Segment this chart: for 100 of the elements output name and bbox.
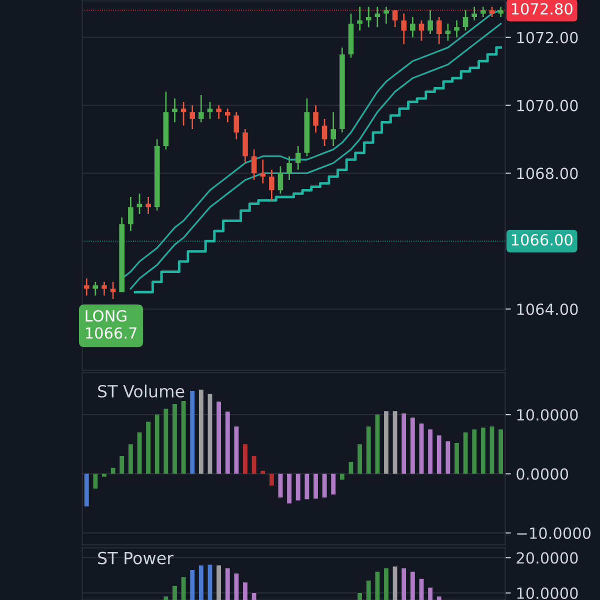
- bar: [331, 474, 336, 494]
- bar: [120, 456, 124, 474]
- bar: [164, 408, 168, 474]
- ref-line-label: 1066.00: [512, 234, 572, 246]
- candlestick: [498, 6, 504, 18]
- bar: [314, 474, 318, 499]
- candlestick: [180, 101, 186, 126]
- chart-title: ST Power: [98, 552, 174, 564]
- candlestick: [313, 104, 318, 134]
- candlestick: [242, 128, 248, 164]
- bar: [490, 426, 494, 474]
- y-tick-label: 10.0000: [517, 409, 578, 421]
- candlestick: [216, 104, 222, 120]
- candlestick: [436, 16, 442, 45]
- candlestick: [251, 148, 257, 181]
- candlestick: [128, 196, 134, 232]
- candlestick: [401, 12, 406, 45]
- bar: [463, 432, 468, 474]
- bar: [322, 474, 327, 498]
- candlestick: [278, 166, 284, 194]
- bar: [146, 422, 150, 474]
- candlestick: [207, 101, 213, 120]
- bar: [296, 474, 300, 500]
- bar: [375, 414, 380, 474]
- bar: [172, 404, 177, 474]
- bar: [128, 444, 133, 474]
- candlestick: [357, 6, 362, 32]
- bar: [384, 411, 388, 474]
- bar: [392, 411, 398, 474]
- bar: [402, 413, 406, 474]
- bar: [419, 423, 424, 474]
- bar: [110, 468, 116, 474]
- bar: [225, 412, 230, 474]
- candlestick: [428, 9, 433, 35]
- candlestick: [110, 281, 116, 300]
- candlestick: [172, 98, 178, 123]
- candlestick: [260, 158, 266, 184]
- y-tick-label: 1070.00: [517, 100, 578, 112]
- bar: [208, 394, 212, 474]
- candlestick: [462, 9, 468, 32]
- candlestick: [472, 6, 477, 22]
- bar: [428, 429, 432, 474]
- bar: [190, 390, 195, 474]
- candlestick: [366, 6, 372, 28]
- y-tick-label: 1064.00: [517, 304, 578, 316]
- y-tick-label: 0.0000: [516, 468, 568, 480]
- candlestick: [454, 20, 460, 38]
- candlestick: [410, 16, 416, 38]
- candlestick: [286, 156, 292, 181]
- bar: [269, 474, 274, 486]
- candlestick: [198, 94, 204, 123]
- bar: [84, 474, 89, 506]
- bar: [278, 474, 283, 498]
- bar: [216, 402, 221, 474]
- candlestick: [322, 118, 328, 147]
- candlestick: [445, 23, 451, 42]
- bar: [348, 462, 354, 474]
- candlestick: [269, 169, 274, 202]
- candlestick: [146, 196, 151, 215]
- bar: [287, 474, 292, 504]
- bar: [358, 444, 362, 474]
- candlestick: [374, 6, 380, 28]
- y-tick-label: 1072.00: [517, 32, 578, 44]
- candlestick: [489, 6, 495, 18]
- bar: [454, 443, 459, 474]
- bar: [410, 418, 415, 474]
- bar: [181, 401, 186, 474]
- bar: [480, 428, 486, 474]
- bar: [243, 444, 248, 474]
- bar: [198, 390, 204, 474]
- candlestick: [330, 111, 336, 147]
- bar: [366, 426, 371, 474]
- candlestick: [84, 278, 90, 296]
- candlestick: [102, 281, 107, 296]
- bar: [234, 426, 239, 474]
- candlestick: [234, 111, 240, 140]
- ref-line-label: 1072.80: [512, 3, 572, 15]
- candlestick: [384, 6, 389, 24]
- bar: [137, 432, 142, 474]
- y-tick-label: −10.0000: [517, 527, 591, 539]
- candlestick: [224, 108, 230, 123]
- bar: [93, 474, 98, 489]
- candlestick: [392, 9, 398, 28]
- text: ST Volume: [98, 384, 184, 398]
- bar: [472, 429, 477, 474]
- y-tick-label: 1068.00: [517, 168, 578, 180]
- bar: [340, 474, 344, 480]
- bar: [446, 441, 450, 474]
- annotation: LONG 1066.7: [86, 310, 136, 339]
- candlestick: [418, 20, 424, 42]
- bar: [436, 435, 442, 474]
- y-tick-label: 20.0000: [516, 552, 578, 564]
- y-tick-label: 10.0000: [517, 587, 578, 599]
- bar: [252, 456, 256, 474]
- bar: [498, 429, 503, 474]
- bar: [260, 470, 266, 474]
- candlestick: [295, 145, 301, 171]
- bar: [304, 474, 310, 500]
- bar: [154, 414, 160, 474]
- candlestick: [190, 104, 195, 130]
